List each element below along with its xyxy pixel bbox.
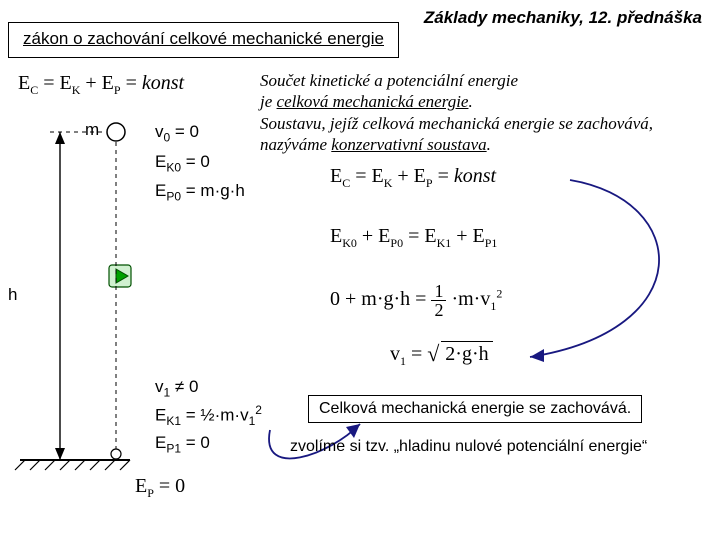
- intro-line2a: je: [260, 92, 277, 111]
- intro-line3: Soustavu, jejíž celková mechanická energ…: [260, 114, 653, 133]
- lecture-header: Základy mechaniky, 12. přednáška: [424, 8, 702, 28]
- intro-text: Součet kinetické a potenciální energie j…: [260, 70, 710, 155]
- ep0-line: EP0 = m·g·h: [155, 177, 245, 207]
- equation-ec-right: EC = EK + EP = konst: [330, 165, 496, 191]
- v1-line: v1 ≠ 0: [155, 374, 262, 401]
- equation-balance: EK0 + EP0 = EK1 + EP1: [330, 225, 497, 251]
- intro-line2-underline: celková mechanická energie: [277, 92, 469, 111]
- choose-line: zvolíme si tzv. „hladinu nulové potenciá…: [290, 438, 647, 456]
- ek0-line: EK0 = 0: [155, 148, 245, 178]
- equation-v1: v1 = 2·g·h: [390, 343, 493, 369]
- mass-label: m: [85, 120, 99, 140]
- intro-line4-underline: konzervativní soustava: [331, 135, 486, 154]
- intro-line1: Součet kinetické a potenciální energie: [260, 71, 518, 90]
- v0-line: v0 = 0: [155, 118, 245, 148]
- height-label: h: [8, 285, 17, 305]
- ep-equals-zero: EP = 0: [135, 475, 185, 501]
- top-state-block: v0 = 0 EK0 = 0 EP0 = m·g·h: [155, 118, 245, 207]
- ep1-line: EP1 = 0: [155, 430, 262, 457]
- ek1-line: EK1 = ½·m·v12: [155, 401, 262, 430]
- equation-ec-top: EC = EK + EP = konst: [18, 72, 184, 98]
- bottom-state-block: v1 ≠ 0 EK1 = ½·m·v12 EP1 = 0: [155, 374, 262, 458]
- play-button[interactable]: [108, 264, 132, 288]
- equation-substituted: 0 + m·g·h = 12 ·m·v12: [330, 282, 502, 319]
- conservation-box: Celková mechanická energie se zachovává.: [308, 395, 642, 423]
- law-title-box: zákon o zachování celkové mechanické ene…: [8, 22, 399, 58]
